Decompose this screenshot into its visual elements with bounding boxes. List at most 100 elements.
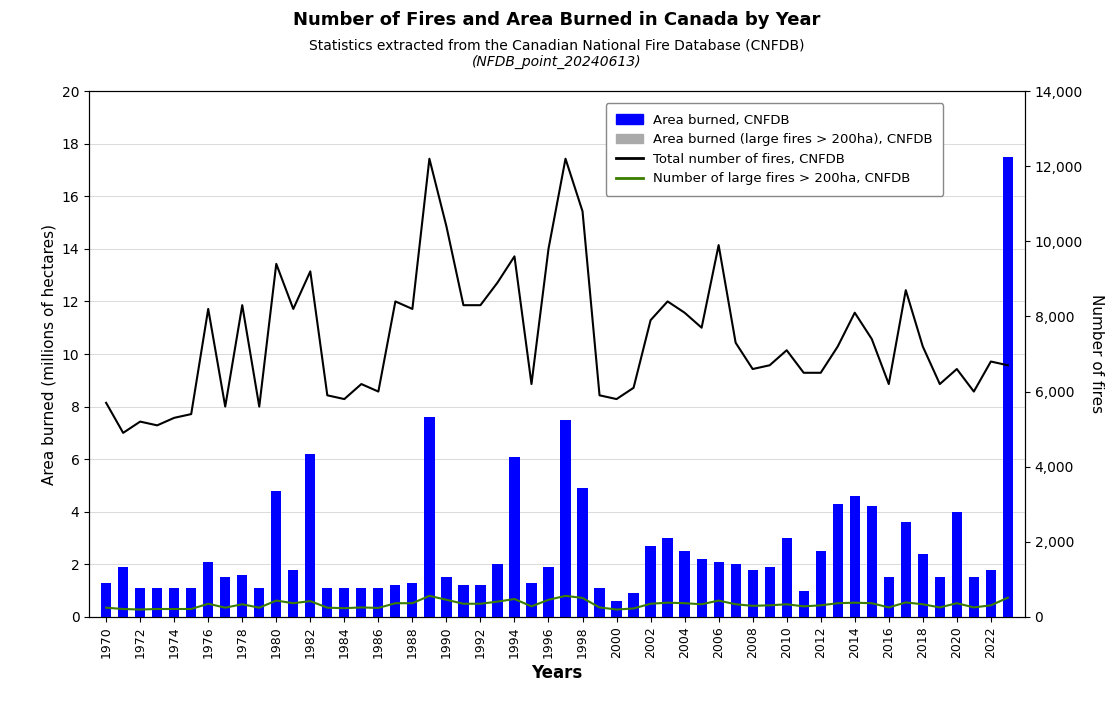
X-axis label: Years: Years [531,664,583,682]
Bar [271,491,282,617]
Bar [289,569,299,617]
Total number of fires, CNFDB [117,428,130,437]
Bar [254,596,264,617]
Bar [169,588,179,617]
Bar [458,585,469,617]
Bar [696,564,706,617]
Bar [612,601,622,617]
Bar [153,588,163,617]
Bar [101,583,111,617]
Bar [747,569,758,617]
Bar [680,551,690,617]
Bar [850,496,860,617]
Bar [782,538,792,617]
Y-axis label: Number of fires: Number of fires [1088,294,1104,414]
Bar [918,554,928,617]
Bar [340,588,350,617]
Bar [101,593,111,617]
Bar [560,420,570,617]
Bar [867,506,877,617]
Bar [305,454,315,617]
Total number of fires, CNFDB [473,301,487,309]
Bar [441,585,451,617]
Bar [764,575,774,617]
Number of large fires > 200ha, CNFDB [678,599,692,607]
Bar [560,425,570,617]
Bar [135,596,145,617]
Bar [951,512,961,617]
Bar [969,585,979,617]
Bar [305,462,315,617]
Text: (NFDB_point_20240613): (NFDB_point_20240613) [472,55,642,69]
Number of large fires > 200ha, CNFDB [746,601,760,610]
Bar [237,583,247,617]
Bar [645,546,656,617]
Bar [356,588,367,617]
Text: Statistics extracted from the Canadian National Fire Database (CNFDB): Statistics extracted from the Canadian N… [310,39,804,53]
Bar [901,522,911,617]
Bar [850,504,860,617]
Bar [237,575,247,617]
Bar [153,596,163,617]
Bar [663,538,673,617]
Total number of fires, CNFDB [627,383,641,392]
Bar [595,596,605,617]
Number of large fires > 200ha, CNFDB [134,605,147,614]
Number of large fires > 200ha, CNFDB [627,604,641,613]
Bar [935,585,945,617]
Bar [799,599,809,617]
Bar [203,567,213,617]
Bar [815,559,825,617]
Number of large fires > 200ha, CNFDB [1001,594,1015,602]
Total number of fires, CNFDB [678,308,692,317]
Number of large fires > 200ha, CNFDB [422,592,436,600]
Bar [714,569,724,617]
Bar [883,585,893,617]
Bar [764,567,774,617]
Total number of fires, CNFDB [422,154,436,163]
Bar [782,546,792,617]
Bar [951,519,961,617]
Bar [221,578,231,617]
Bar [680,559,690,617]
Bar [186,596,196,617]
Bar [577,494,587,617]
Bar [271,496,282,617]
Bar [289,578,299,617]
Bar [221,585,231,617]
Bar [340,596,350,617]
Bar [883,578,893,617]
Line: Total number of fires, CNFDB: Total number of fires, CNFDB [106,158,1008,433]
Total number of fires, CNFDB [99,399,113,407]
Bar [373,588,383,617]
Bar [867,515,877,617]
Bar [373,596,383,617]
Bar [476,585,486,617]
Bar [832,512,843,617]
Bar [424,417,434,617]
Bar [731,572,741,617]
Bar [969,578,979,617]
Bar [799,590,809,617]
Total number of fires, CNFDB [270,259,283,268]
Bar [663,543,673,617]
Number of large fires > 200ha, CNFDB [661,599,674,607]
Bar [169,596,179,617]
Bar [424,422,434,617]
Bar [935,578,945,617]
Bar [322,596,332,617]
Bar [254,588,264,617]
Bar [118,567,128,617]
Bar [408,588,418,617]
Bar [408,583,418,617]
Bar [612,609,622,617]
Bar [544,567,554,617]
Bar [731,564,741,617]
Bar [628,601,638,617]
Y-axis label: Area burned (millions of hectares): Area burned (millions of hectares) [41,224,56,484]
Bar [527,590,537,617]
Bar [509,465,519,617]
Bar [118,572,128,617]
Number of large fires > 200ha, CNFDB [99,604,113,612]
Total number of fires, CNFDB [1001,361,1015,369]
